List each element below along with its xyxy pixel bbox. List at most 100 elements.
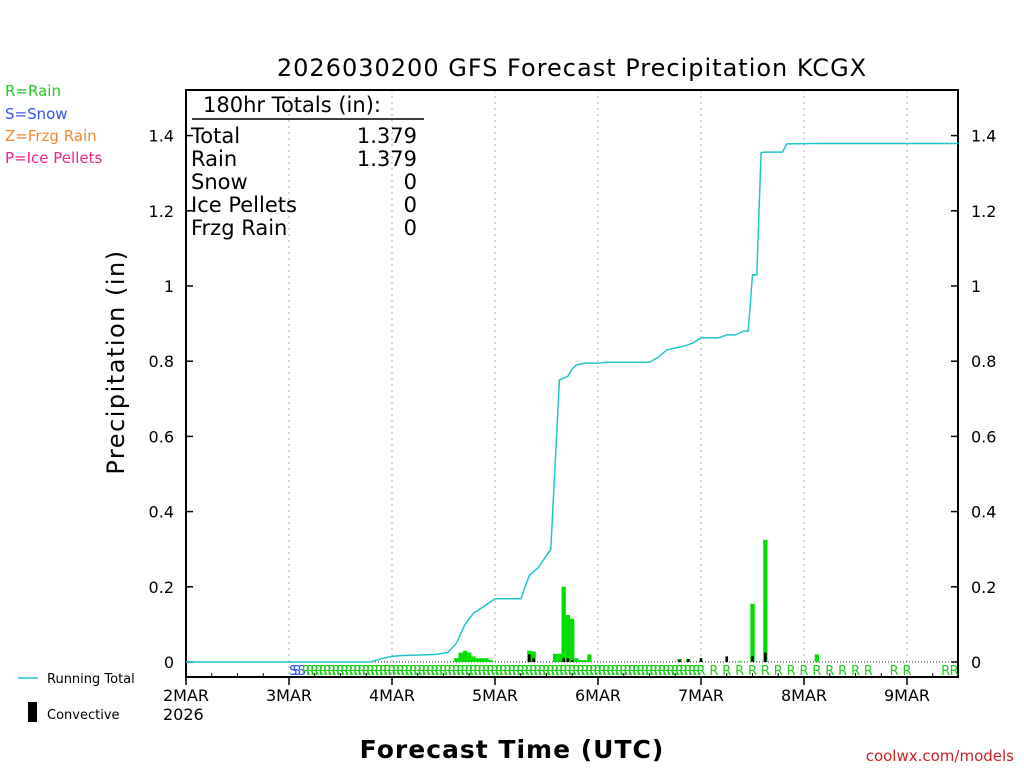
convective-legend-label: Convective — [47, 708, 120, 723]
ptype-marker-rain: R — [516, 664, 525, 679]
ptype-marker-rain: R — [302, 664, 311, 679]
ptype-marker-rain: R — [649, 664, 658, 679]
ptype-marker-rain: R — [641, 664, 650, 679]
rain-bar — [462, 650, 468, 662]
ptype-marker-rain: R — [439, 664, 448, 679]
ptype-marker-rain: R — [658, 664, 667, 679]
ptype-marker-rain: R — [675, 664, 684, 679]
rain-bar — [479, 658, 485, 662]
ptype-marker-rain: R — [551, 664, 560, 679]
rain-bar — [484, 658, 489, 662]
ptype-marker-rain: R — [890, 664, 899, 679]
ptype-marker-rain: R — [422, 664, 431, 679]
x-tick-label: 4MAR — [369, 686, 415, 705]
x-tick-label: 7MAR — [678, 686, 724, 705]
ptype-marker-rain: R — [478, 664, 487, 679]
ptype-marker-rain: R — [400, 664, 409, 679]
year-label: 2026 — [163, 705, 204, 724]
totals-value-rain: 1.379 — [357, 147, 417, 171]
convective-bar — [686, 658, 690, 662]
ptype-marker-rain: R — [572, 664, 581, 679]
ptype-marker-rain: R — [555, 664, 564, 679]
rain-bar — [454, 658, 459, 662]
y-tick-label-right: 0.2 — [971, 578, 996, 597]
ptype-marker-rain: R — [340, 664, 349, 679]
ptype-markers: SSSRRRRRRRRRRRRRRRRRRRRRRRRRRRRRRRRRRRRR… — [289, 664, 959, 679]
ptype-marker-rain: R — [336, 664, 345, 679]
y-tick-label-left: 0.2 — [149, 578, 174, 597]
x-tick-label: 8MAR — [781, 686, 827, 705]
ptype-marker-rain: R — [799, 664, 808, 679]
ptype-marker-rain: R — [666, 664, 675, 679]
rain-bar — [488, 660, 493, 662]
ptype-marker-rain: R — [774, 664, 783, 679]
rain-bar — [750, 603, 755, 662]
ptype-marker-rain: R — [499, 664, 508, 679]
ptype-marker-snow: S — [293, 664, 301, 679]
ptype-marker-rain: R — [396, 664, 405, 679]
ptype-marker-rain: R — [679, 664, 688, 679]
ptype-marker-rain: R — [392, 664, 401, 679]
rain-bar — [814, 654, 820, 662]
rain-bar — [587, 654, 592, 662]
convective-bar — [532, 658, 535, 662]
ptype-marker-rain: R — [632, 664, 641, 679]
convective-bar — [562, 658, 565, 662]
ptype-marker-rain: R — [585, 664, 594, 679]
ptype-marker-rain: R — [851, 664, 860, 679]
rain-bar — [763, 539, 768, 662]
ptype-marker-rain: R — [460, 664, 469, 679]
rain-bar — [737, 661, 742, 663]
ptype-marker-rain: R — [568, 664, 577, 679]
rain-bar — [458, 652, 463, 662]
ptype-marker-rain: R — [490, 664, 499, 679]
ptype-marker-rain: R — [636, 664, 645, 679]
ptype-marker-rain: R — [452, 664, 461, 679]
ptype-marker-rain: R — [306, 664, 315, 679]
totals-value-snow: 0 — [404, 170, 417, 194]
ptype-marker-rain: R — [563, 664, 572, 679]
ptype-marker-rain: R — [941, 664, 950, 679]
y-axis-label: Precipitation (in) — [102, 249, 130, 474]
ptype-marker-rain: R — [735, 664, 744, 679]
ptype-marker-rain: R — [709, 664, 718, 679]
ptype-marker-rain: R — [838, 664, 847, 679]
ptype-marker-rain: R — [722, 664, 731, 679]
ptype-marker-rain: R — [864, 664, 873, 679]
ptype-marker-rain: R — [508, 664, 517, 679]
ptype-marker-snow: S — [298, 664, 306, 679]
ptype-marker-rain: R — [671, 664, 680, 679]
convective-bar — [566, 658, 570, 662]
ptype-legend: R=Rain S=Snow Z=Frzg Rain P=Ice Pellets — [5, 82, 102, 167]
ptype-marker-rain: R — [615, 664, 624, 679]
ptype-marker-rain: R — [435, 664, 444, 679]
ptype-marker-rain: R — [576, 664, 585, 679]
convective-bar — [528, 654, 531, 662]
ptype-marker-rain: R — [606, 664, 615, 679]
rain-bar — [475, 658, 480, 662]
ptype-marker-rain: R — [418, 664, 427, 679]
ptype-marker-rain: R — [538, 664, 547, 679]
ptype-marker-rain: R — [362, 664, 371, 679]
x-tick-label: 6MAR — [575, 686, 621, 705]
rain-bar — [467, 652, 472, 662]
ptype-marker-rain: R — [684, 664, 693, 679]
ptype-marker-rain: R — [319, 664, 328, 679]
convective-bar — [725, 656, 729, 662]
ptype-marker-rain: R — [443, 664, 452, 679]
ptype-marker-rain: R — [486, 664, 495, 679]
ptype-marker-rain: R — [310, 664, 319, 679]
ptype-marker-rain: R — [598, 664, 607, 679]
convective-bar — [678, 660, 681, 662]
rain-bar — [582, 660, 588, 662]
y-tick-label-right: 1.2 — [971, 202, 996, 221]
ptype-marker-rain: R — [645, 664, 654, 679]
ptype-legend-snow: S=Snow — [5, 105, 68, 123]
totals-header: 180hr Totals (in): — [203, 93, 381, 117]
precip-bars — [454, 539, 820, 663]
ptype-marker-rain: R — [383, 664, 392, 679]
ptype-marker-rain: R — [315, 664, 324, 679]
ptype-marker-rain: R — [448, 664, 457, 679]
ptype-marker-rain: R — [542, 664, 551, 679]
ptype-marker-rain: R — [533, 664, 542, 679]
